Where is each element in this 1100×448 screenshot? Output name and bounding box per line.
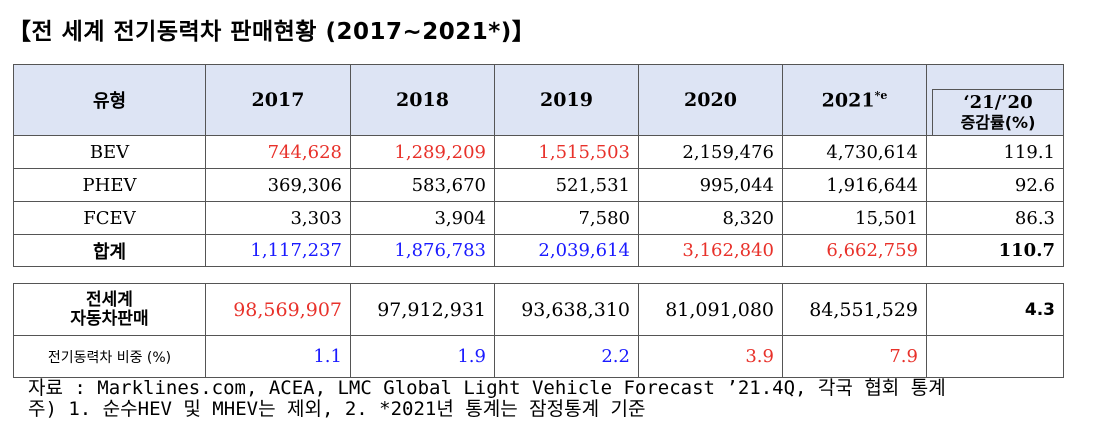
cell-rate: 119.1 [926, 135, 1064, 169]
table-row-world: 전세계 자동차판매 98,569,907 97,912,931 93,638,3… [13, 283, 1064, 336]
table-header-row: 유형 2017 2018 2019 2020 2021*e ‘21/’20 증감… [13, 64, 1064, 136]
cell-value: 7,580 [494, 201, 639, 235]
row-label: BEV [13, 135, 206, 169]
cell-value: 1,876,783 [350, 234, 495, 267]
cell-value: 3.9 [638, 335, 783, 378]
row-label-line2: 자동차판매 [70, 308, 149, 329]
cell-value: 2,039,614 [494, 234, 639, 267]
table-row-bev: BEV 744,628 1,289,209 1,515,503 2,159,47… [13, 135, 1064, 169]
cell-value: 1,289,209 [350, 135, 495, 169]
note-line: 주) 1. 순수HEV 및 MHEV는 제외, 2. *2021년 통계는 잠정… [28, 398, 646, 420]
cell-value: 1,117,237 [205, 234, 351, 267]
row-label: 전세계 자동차판매 [13, 283, 206, 336]
cell-value: 84,551,529 [782, 283, 927, 336]
cell-rate: 92.6 [926, 168, 1064, 202]
header-rate-line2: 증감률(%) [960, 112, 1036, 132]
cell-value: 3,162,840 [638, 234, 783, 267]
cell-value: 583,670 [350, 168, 495, 202]
row-label: 전기동력차 비중 (%) [13, 335, 206, 378]
cell-value: 1,916,644 [782, 168, 927, 202]
ev-sales-table: 유형 2017 2018 2019 2020 2021*e ‘21/’20 증감… [13, 64, 1064, 267]
cell-value: 7.9 [782, 335, 927, 378]
header-rate: ‘21/’20 증감률(%) [926, 64, 1064, 136]
cell-rate: 86.3 [926, 201, 1064, 235]
cell-value: 8,320 [638, 201, 783, 235]
source-line: 자료 : Marklines.com, ACEA, LMC Global Lig… [28, 377, 946, 399]
cell-value: 2,159,476 [638, 135, 783, 169]
cell-value: 1.9 [350, 335, 495, 378]
cell-value: 81,091,080 [638, 283, 783, 336]
cell-value: 3,303 [205, 201, 351, 235]
page-title: 【전 세계 전기동력차 판매현황 (2017~2021*)】 [8, 19, 536, 45]
rate-header-box: ‘21/’20 증감률(%) [932, 89, 1063, 135]
table-row-total: 합계 1,117,237 1,876,783 2,039,614 3,162,8… [13, 234, 1064, 267]
cell-rate: 110.7 [926, 234, 1064, 267]
cell-value: 2.2 [494, 335, 639, 378]
cell-value: 15,501 [782, 201, 927, 235]
source-note: 자료 : Marklines.com, ACEA, LMC Global Lig… [28, 378, 946, 420]
table-row-share: 전기동력차 비중 (%) 1.1 1.9 2.2 3.9 7.9 [13, 335, 1064, 378]
cell-value: 98,569,907 [205, 283, 351, 336]
cell-value: 6,662,759 [782, 234, 927, 267]
header-2017: 2017 [205, 64, 351, 136]
header-rate-line1: ‘21/’20 [963, 91, 1033, 113]
cell-value: 744,628 [205, 135, 351, 169]
header-2021: 2021*e [782, 64, 927, 136]
cell-value: 369,306 [205, 168, 351, 202]
cell-value: 3,904 [350, 201, 495, 235]
cell-value: 521,531 [494, 168, 639, 202]
cell-rate [926, 335, 1064, 378]
cell-rate: 4.3 [926, 283, 1064, 336]
header-2019: 2019 [494, 64, 639, 136]
header-2020: 2020 [638, 64, 783, 136]
cell-value: 4,730,614 [782, 135, 927, 169]
header-type: 유형 [13, 64, 206, 136]
cell-value: 995,044 [638, 168, 783, 202]
header-2021-sup: *e [874, 88, 888, 102]
header-2018: 2018 [350, 64, 495, 136]
row-label-line1: 전세계 [86, 289, 133, 310]
row-label: FCEV [13, 201, 206, 235]
world-sales-table: 전세계 자동차판매 98,569,907 97,912,931 93,638,3… [13, 283, 1064, 378]
cell-value: 97,912,931 [350, 283, 495, 336]
row-label: PHEV [13, 168, 206, 202]
header-2021-year: 2021 [821, 89, 875, 112]
cell-value: 1.1 [205, 335, 351, 378]
table-row-fcev: FCEV 3,303 3,904 7,580 8,320 15,501 86.3 [13, 201, 1064, 235]
row-label: 합계 [13, 234, 206, 267]
cell-value: 93,638,310 [494, 283, 639, 336]
table-row-phev: PHEV 369,306 583,670 521,531 995,044 1,9… [13, 168, 1064, 202]
cell-value: 1,515,503 [494, 135, 639, 169]
